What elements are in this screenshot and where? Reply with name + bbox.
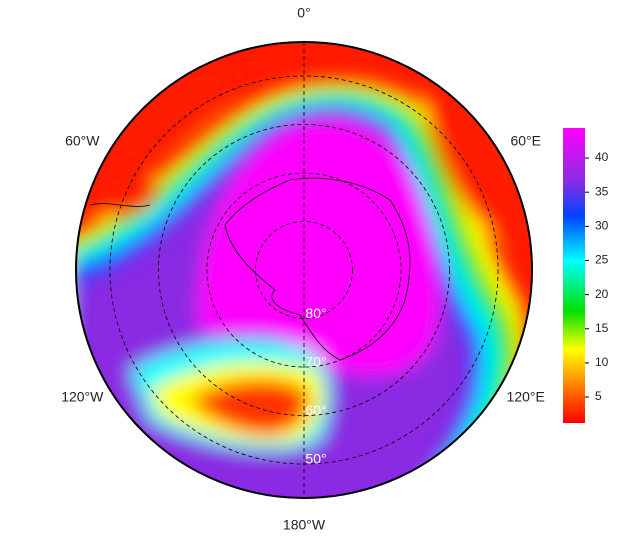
parallel-label: 70°: [305, 354, 326, 370]
colorbar-tick-label: 5: [595, 389, 602, 403]
parallel-label: 60°: [305, 402, 326, 418]
map-frame: [75, 41, 533, 499]
field: [76, 42, 532, 498]
colorbar-tick-label: 25: [595, 253, 609, 267]
colorbar: [563, 128, 585, 423]
parallel-label: 80°: [305, 305, 326, 321]
parallel-label: 50°: [305, 451, 326, 467]
meridian-label: 120°E: [507, 389, 545, 405]
parallel-line: [206, 172, 402, 368]
meridian-label: 0°: [297, 5, 310, 21]
colorbar-tick-label: 30: [595, 219, 609, 233]
colorbar-tick-label: 35: [595, 184, 609, 198]
meridian-label: 60°E: [510, 133, 541, 149]
colorbar-tick-label: 20: [595, 287, 609, 301]
parallel-line: [255, 221, 353, 319]
parallel-line: [109, 75, 499, 465]
parallel-line: [158, 124, 450, 416]
colorbar-tick-label: 40: [595, 150, 609, 164]
meridian-label: 120°W: [61, 389, 104, 405]
meridian-label: 60°W: [65, 133, 100, 149]
colorbar-tick-label: 15: [595, 321, 609, 335]
meridian-label: 180°W: [283, 517, 326, 533]
colorbar-tick-label: 10: [595, 355, 609, 369]
